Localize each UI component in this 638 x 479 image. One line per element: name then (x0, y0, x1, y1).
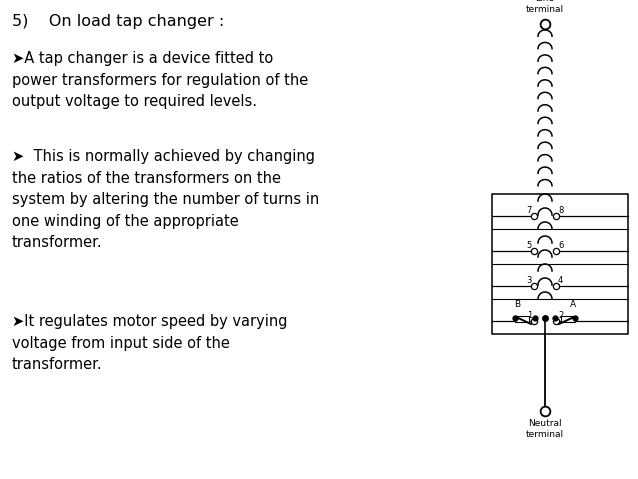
Text: Line
terminal: Line terminal (526, 0, 564, 14)
Text: 8: 8 (558, 205, 563, 215)
Text: 4: 4 (558, 276, 563, 285)
Bar (515, 316, 529, 322)
Text: ➤  This is normally achieved by changing
the ratios of the transformers on the
s: ➤ This is normally achieved by changing … (12, 149, 319, 251)
Text: 3: 3 (526, 276, 532, 285)
Text: 7: 7 (526, 205, 532, 215)
Text: 5)    On load tap changer :: 5) On load tap changer : (12, 14, 224, 29)
Text: B: B (514, 300, 520, 309)
Text: ➤A tap changer is a device fitted to
power transformers for regulation of the
ou: ➤A tap changer is a device fitted to pow… (12, 51, 308, 109)
Text: A: A (570, 300, 576, 309)
Text: 6: 6 (558, 241, 563, 250)
Text: 1: 1 (527, 311, 532, 319)
Bar (492, 194, 628, 334)
Text: ➤It regulates motor speed by varying
voltage from input side of the
transformer.: ➤It regulates motor speed by varying vol… (12, 314, 288, 372)
Text: 2: 2 (558, 311, 563, 319)
Text: 5: 5 (527, 241, 532, 250)
Bar (561, 316, 575, 322)
Text: Neutral
terminal: Neutral terminal (526, 419, 564, 439)
